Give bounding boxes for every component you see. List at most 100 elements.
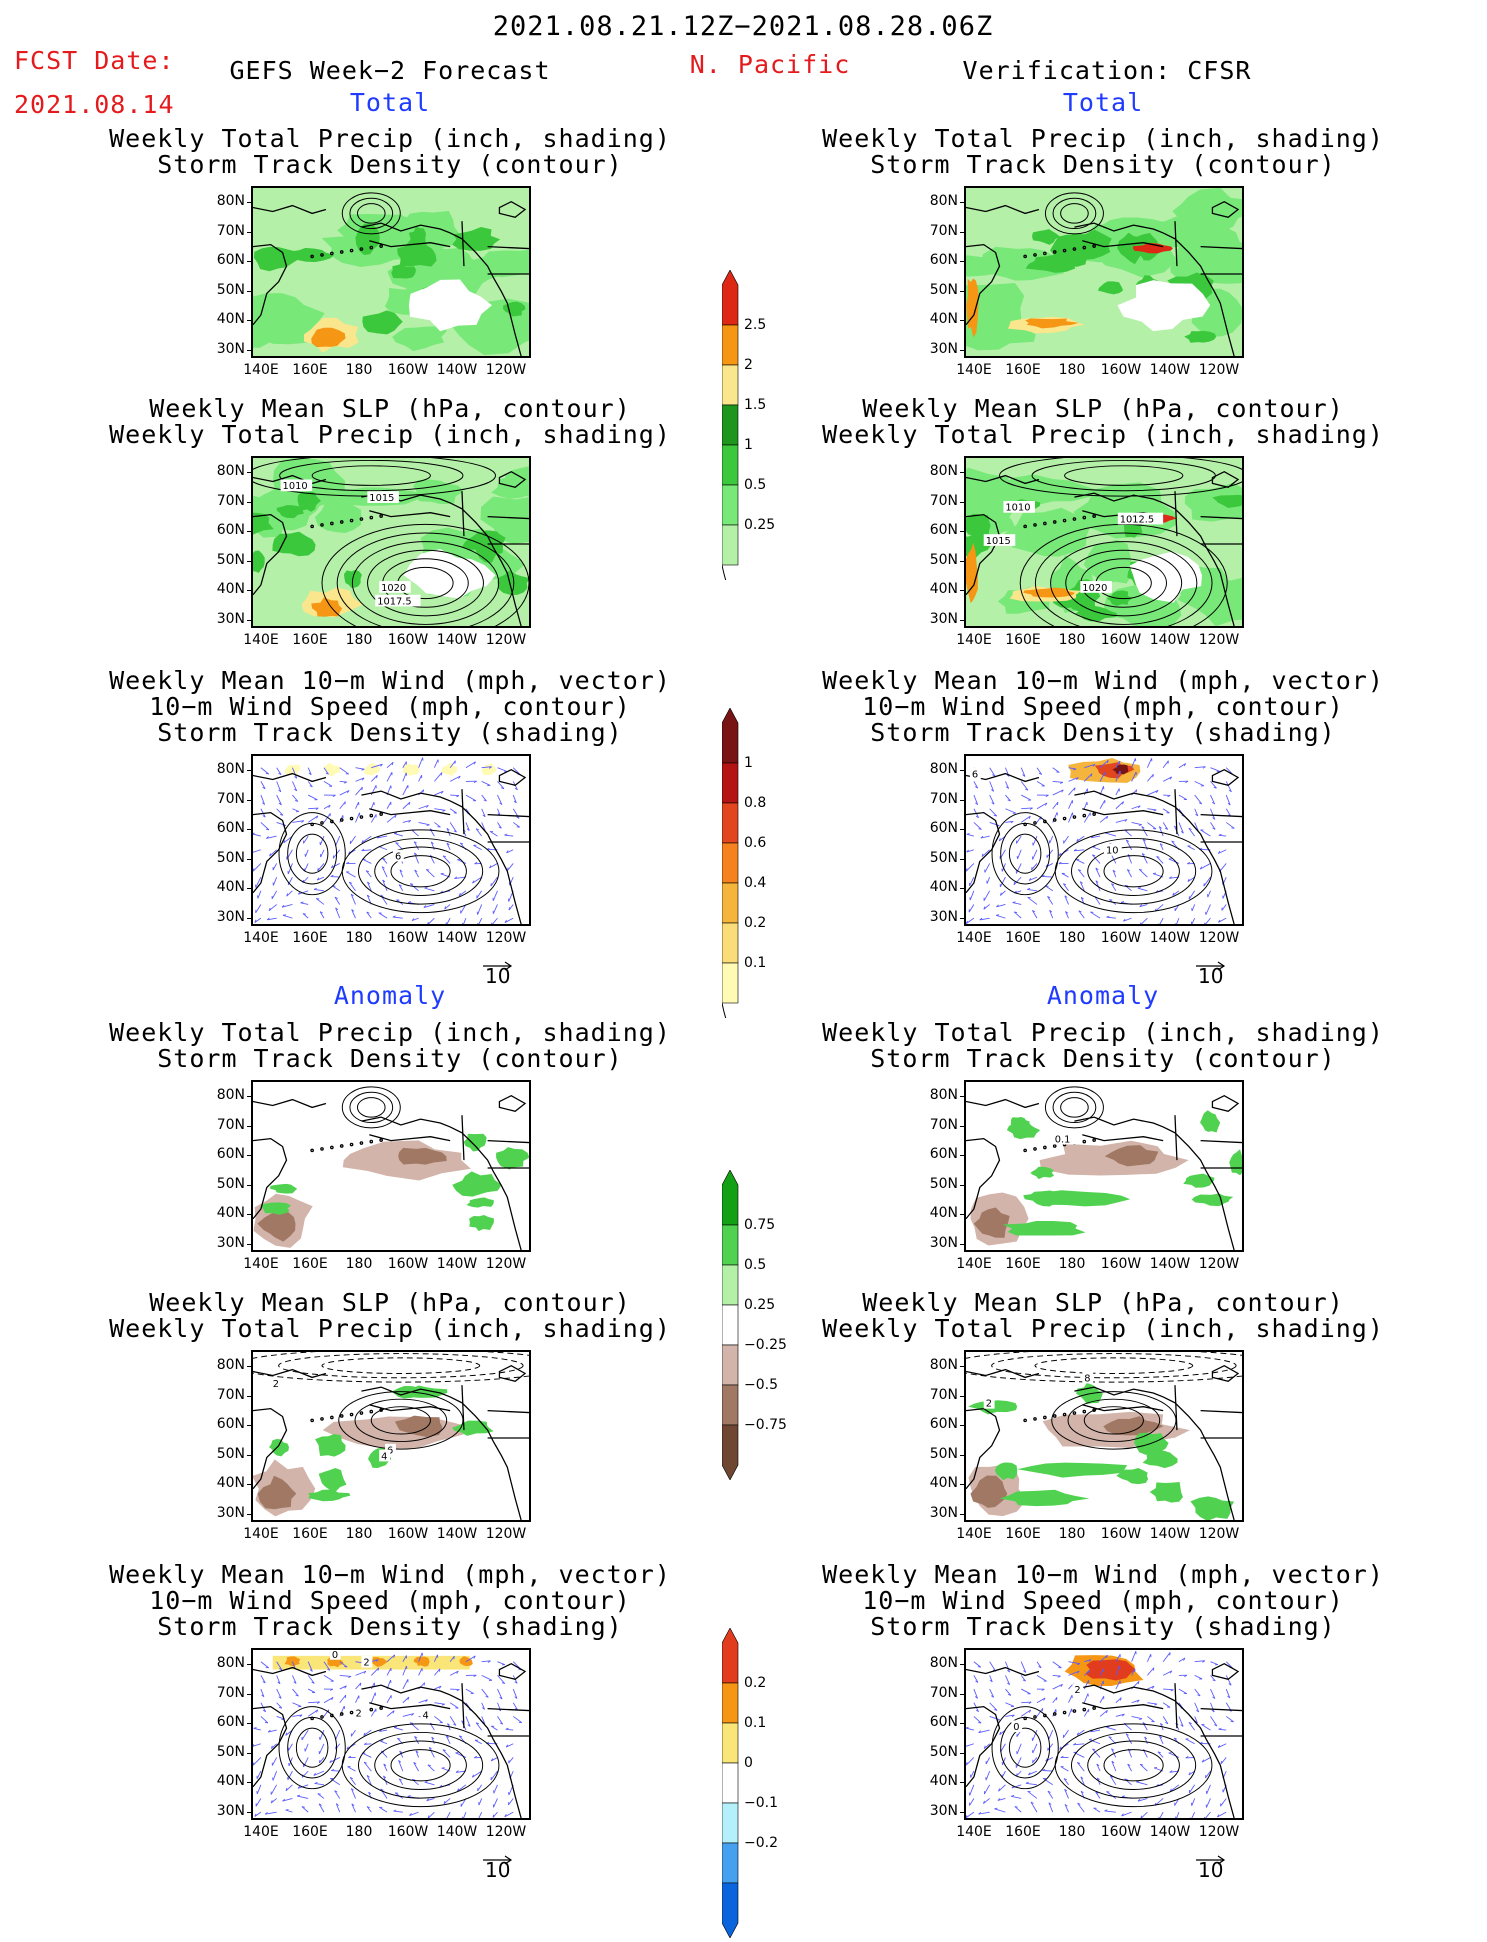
lon-tick-label: 180 (1059, 632, 1086, 648)
lat-tick-label: 70N (205, 791, 245, 807)
lat-tick-label: 60N (205, 252, 245, 268)
lat-tick (247, 1155, 251, 1156)
lat-tick-label: 50N (205, 552, 245, 568)
lat-tick-label: 80N (918, 1655, 958, 1671)
lat-tick-label: 80N (918, 463, 958, 479)
lon-tick-label: 160E (292, 930, 328, 946)
lat-tick-label: 30N (205, 1235, 245, 1251)
panel-title-line: Weekly Mean 10−m Wind (mph, vector) (822, 1562, 1384, 1588)
lon-tick-label: 160W (1101, 632, 1142, 648)
lat-tick (960, 1782, 964, 1783)
lat-tick (247, 202, 251, 203)
lat-tick (247, 1514, 251, 1515)
lon-tick-label: 180 (1059, 930, 1086, 946)
lat-tick (960, 1753, 964, 1754)
colorbar-level-label: 1 (744, 437, 753, 453)
precip-shading (391, 265, 416, 279)
lat-tick (247, 1694, 251, 1695)
vector-reference-label: 10 (1198, 1858, 1223, 1882)
lat-tick (247, 800, 251, 801)
colorbar-level-label: 1 (744, 755, 753, 771)
panel-title-line: Weekly Mean 10−m Wind (mph, vector) (822, 668, 1384, 694)
panel-title-line: Weekly Mean SLP (hPa, contour) (862, 1290, 1344, 1316)
panel-title-line: Storm Track Density (shading) (157, 1614, 623, 1640)
colorbar-track_anom (722, 1628, 738, 1938)
lat-tick-label: 30N (205, 611, 245, 627)
colorbar-segment (722, 708, 738, 763)
lat-tick (960, 1514, 964, 1515)
colorbar-level-label: −0.2 (744, 1835, 778, 1851)
lon-tick-label: 160W (1101, 1256, 1142, 1272)
lon-tick-label: 160E (1005, 632, 1041, 648)
lon-tick-label: 180 (1059, 1824, 1086, 1840)
lat-tick-label: 50N (918, 1176, 958, 1192)
lat-tick (247, 888, 251, 889)
lat-tick (247, 918, 251, 919)
colorbar-precip_anom (722, 1170, 738, 1480)
lon-tick-label: 160W (1101, 1526, 1142, 1542)
lat-tick (247, 1366, 251, 1367)
lat-tick-label: 30N (918, 1235, 958, 1251)
lon-tick-label: 120W (486, 930, 527, 946)
lat-tick (247, 1244, 251, 1245)
lon-tick-label: 140E (243, 632, 279, 648)
lat-tick-label: 80N (918, 1357, 958, 1373)
lon-tick-label: 140W (1150, 1526, 1191, 1542)
total-label-left: Total (350, 90, 430, 116)
panel-title-line: Weekly Total Precip (inch, shading) (109, 1020, 671, 1046)
panel-title-line: 10−m Wind Speed (mph, contour) (149, 694, 631, 720)
lat-tick-label: 50N (205, 1176, 245, 1192)
map-panel-fc_total_precip_track (251, 186, 531, 358)
lat-tick-label: 40N (918, 311, 958, 327)
panel-title-line: Weekly Total Precip (inch, shading) (109, 1316, 671, 1342)
lat-tick (247, 1753, 251, 1754)
colorbar-svg (722, 1170, 742, 1480)
colorbar-segment (722, 883, 738, 923)
contour-label: 10 (1106, 846, 1119, 857)
map-plot: 610 (966, 756, 1242, 924)
colorbar-level-label: 1.5 (744, 397, 766, 413)
lon-tick-label: 140E (956, 1526, 992, 1542)
panel-title-line: 10−m Wind Speed (mph, contour) (149, 1588, 631, 1614)
lat-tick (960, 1664, 964, 1665)
contour-label: 4 (423, 1710, 429, 1721)
map-panel-cfsr_anom_precip_track: 0.1 (964, 1080, 1244, 1252)
map-plot: 20 (966, 1650, 1242, 1818)
lat-tick (247, 232, 251, 233)
colorbar-svg (722, 1628, 742, 1938)
lat-tick-label: 50N (918, 1744, 958, 1760)
colorbar-segment (722, 1170, 738, 1225)
contour-label: 2 (1074, 1685, 1080, 1696)
lat-tick-label: 80N (205, 761, 245, 777)
colorbar-level-label: 0.6 (744, 835, 766, 851)
lon-tick-label: 160E (292, 362, 328, 378)
lat-tick (247, 770, 251, 771)
lat-tick (960, 1723, 964, 1724)
colorbar-level-label: −0.75 (744, 1417, 787, 1433)
lon-tick-label: 120W (1199, 362, 1240, 378)
lat-tick (247, 291, 251, 292)
colorbar-level-label: 0.25 (744, 1297, 775, 1313)
lon-tick-label: 140W (1150, 362, 1191, 378)
contour-label: 1020 (1082, 583, 1107, 594)
colorbar-segment (722, 1225, 738, 1265)
lat-tick-label: 40N (918, 581, 958, 597)
colorbar-segment (722, 1345, 738, 1385)
model-title: GEFS Week−2 Forecast (229, 58, 550, 84)
anomaly-label-left: Anomaly (334, 983, 446, 1009)
colorbar-segment (722, 1265, 738, 1305)
lat-tick-label: 70N (918, 1685, 958, 1701)
lat-tick-label: 40N (205, 1773, 245, 1789)
lat-tick (960, 1366, 964, 1367)
colorbar-segment (722, 325, 738, 365)
contour-label: 2 (986, 1399, 992, 1410)
contour-label: 0.1 (1055, 1135, 1071, 1146)
panel-title-line: Storm Track Density (shading) (870, 720, 1336, 746)
lat-tick (960, 531, 964, 532)
panel-title-line: Weekly Mean 10−m Wind (mph, vector) (109, 1562, 671, 1588)
lat-tick-label: 60N (918, 522, 958, 538)
lat-tick-label: 30N (918, 1803, 958, 1819)
lat-tick (247, 502, 251, 503)
